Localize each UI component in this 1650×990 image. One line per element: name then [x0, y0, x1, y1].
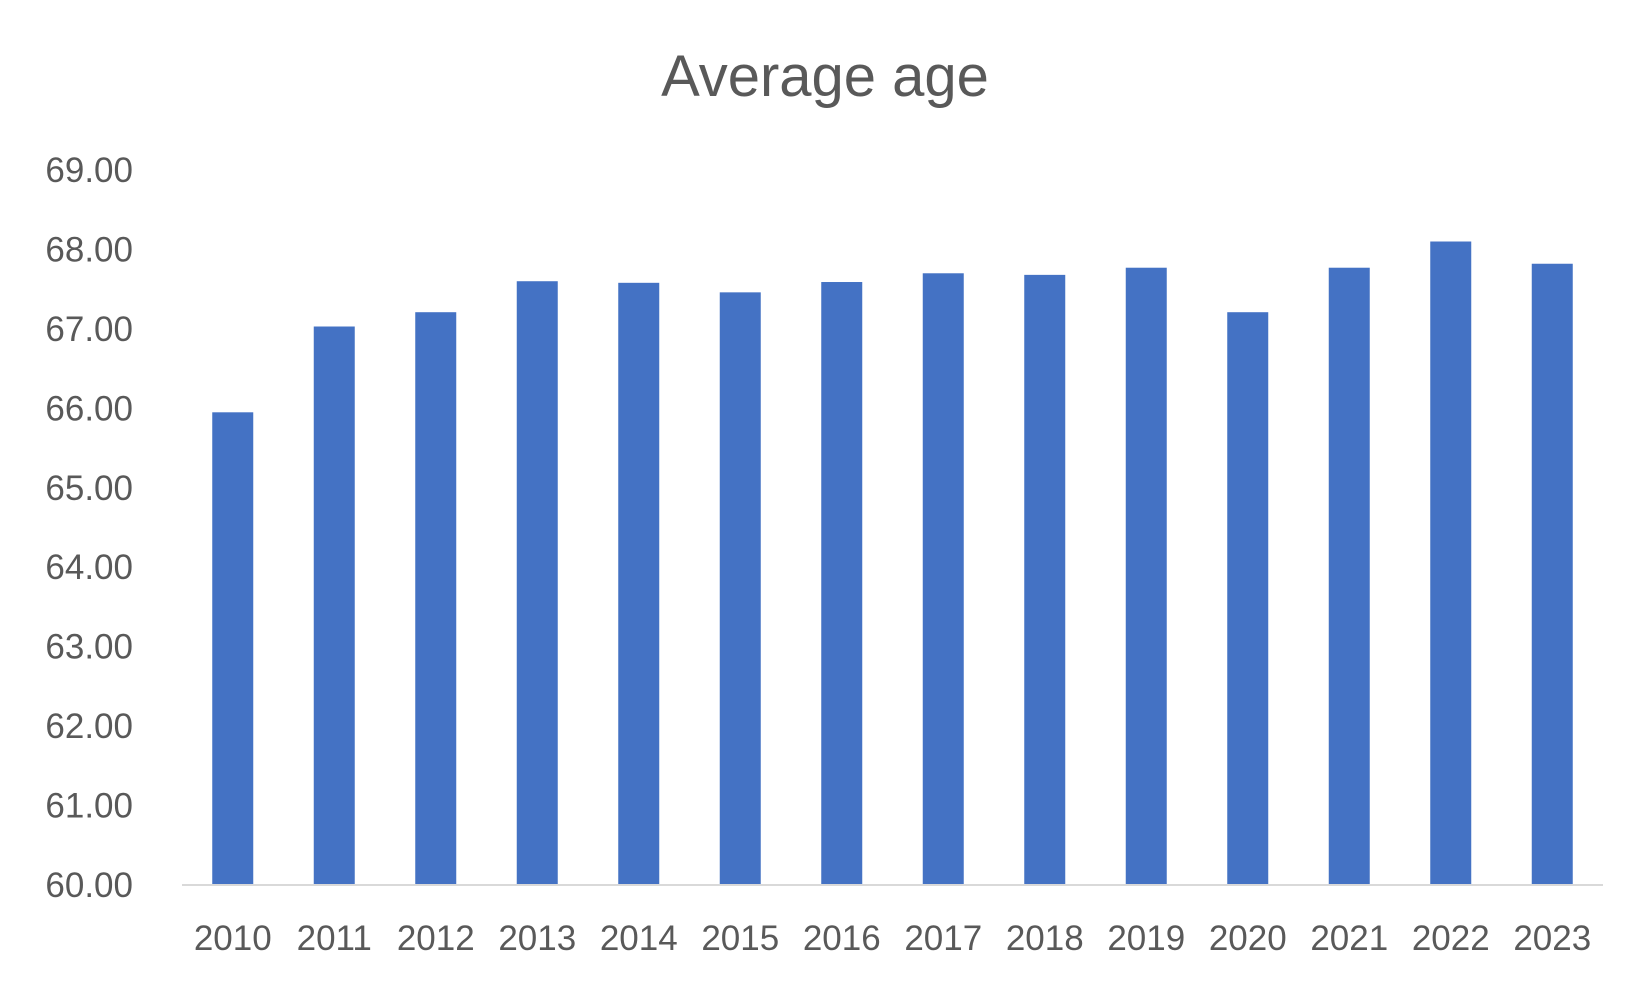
- x-tick-label: 2018: [1006, 919, 1084, 958]
- x-tick-label: 2020: [1209, 919, 1287, 958]
- x-tick-label: 2012: [397, 919, 475, 958]
- bar-2017: [922, 273, 964, 885]
- bar-2016: [821, 282, 863, 885]
- bar-series: [212, 241, 1573, 885]
- x-tick-label: 2019: [1107, 919, 1185, 958]
- bar-2011: [313, 326, 355, 885]
- x-tick-label: 2015: [701, 919, 779, 958]
- bar-2020: [1227, 312, 1269, 885]
- x-tick-label: 2013: [498, 919, 576, 958]
- y-tick-label: 60.00: [45, 866, 133, 905]
- x-tick-label: 2016: [803, 919, 881, 958]
- bar-2015: [719, 292, 761, 885]
- y-tick-label: 68.00: [45, 230, 133, 269]
- x-axis-tick-labels: 2010 2011 2012 2013 2014 2015 2016 2017 2018 2019…: [194, 919, 1591, 958]
- y-tick-label: 69.00: [45, 151, 133, 190]
- x-tick-label: 2023: [1513, 919, 1591, 958]
- x-tick-label: 2021: [1310, 919, 1388, 958]
- bar-2013: [516, 281, 558, 885]
- x-tick-label: 2017: [904, 919, 982, 958]
- y-tick-label: 64.00: [45, 548, 133, 587]
- x-tick-label: 2014: [600, 919, 678, 958]
- x-tick-label: 2022: [1412, 919, 1490, 958]
- y-tick-label: 63.00: [45, 628, 133, 667]
- x-tick-label: 2011: [297, 919, 372, 958]
- x-tick-label: 2010: [194, 919, 272, 958]
- bar-2019: [1125, 267, 1167, 885]
- y-tick-label: 62.00: [45, 707, 133, 746]
- bar-2021: [1328, 267, 1370, 885]
- y-axis-tick-labels: 60.00 61.00 62.00 63.00 64.00 65.00 66.00 67.00…: [45, 151, 133, 905]
- bar-2010: [212, 412, 254, 885]
- bar-2018: [1024, 274, 1066, 885]
- y-tick-label: 67.00: [45, 310, 133, 349]
- chart-title: Average age: [661, 44, 989, 109]
- y-tick-label: 65.00: [45, 469, 133, 508]
- bar-2014: [618, 282, 660, 885]
- y-tick-label: 61.00: [45, 787, 133, 826]
- y-tick-label: 66.00: [45, 389, 133, 428]
- bar-2023: [1531, 263, 1573, 885]
- bar-2012: [415, 312, 457, 885]
- bar-2022: [1430, 241, 1472, 885]
